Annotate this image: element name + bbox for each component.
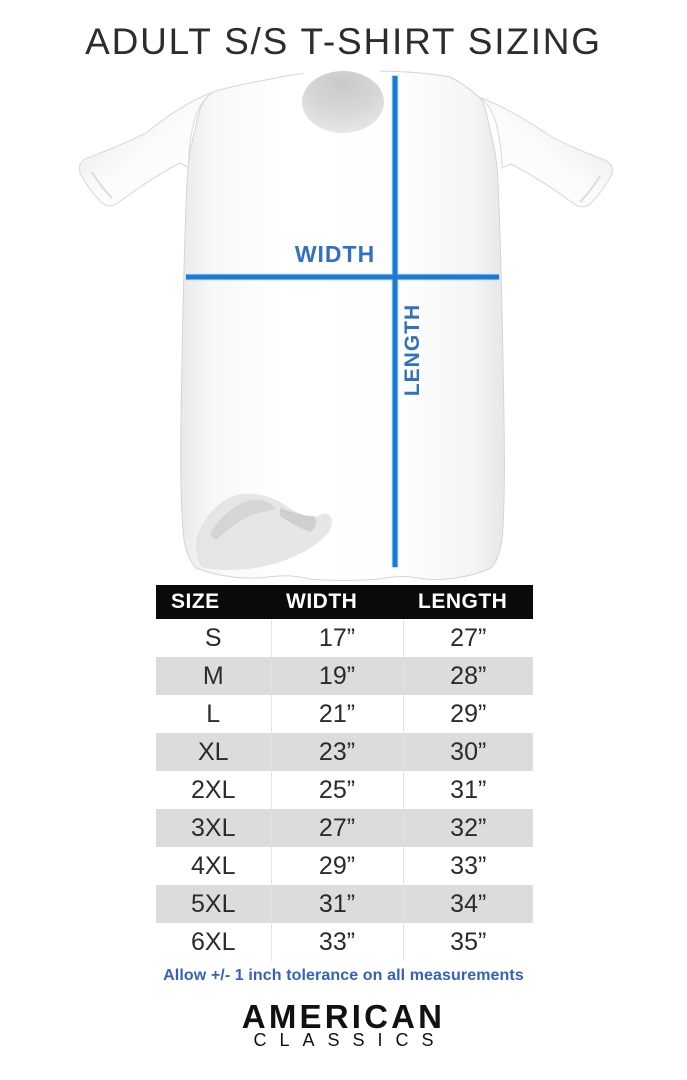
svg-text:LENGTH: LENGTH bbox=[401, 304, 424, 396]
svg-text:WIDTH: WIDTH bbox=[295, 241, 375, 267]
